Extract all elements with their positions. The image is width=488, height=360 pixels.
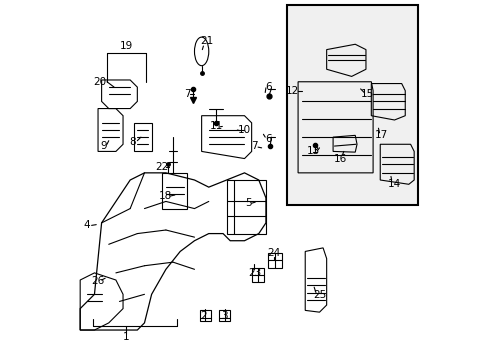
Text: 15: 15 (360, 89, 374, 99)
Text: 14: 14 (387, 179, 400, 189)
Text: 10: 10 (238, 125, 250, 135)
Text: 4: 4 (83, 220, 90, 230)
Text: 18: 18 (158, 191, 171, 201)
Text: 9: 9 (100, 141, 106, 151)
Text: 25: 25 (313, 290, 326, 300)
Text: 13: 13 (306, 146, 320, 156)
Text: 1: 1 (122, 332, 129, 342)
Text: 6: 6 (265, 82, 271, 92)
Text: 23: 23 (247, 268, 261, 278)
Bar (287, 5, 417, 205)
Text: 24: 24 (266, 248, 280, 258)
Text: 7: 7 (251, 141, 257, 151)
Text: 26: 26 (91, 276, 104, 286)
Text: 2: 2 (200, 311, 206, 321)
Text: 20: 20 (93, 77, 106, 87)
Text: 21: 21 (200, 36, 213, 46)
Text: 16: 16 (333, 154, 346, 163)
Text: 6: 6 (265, 134, 271, 144)
Text: 17: 17 (374, 130, 387, 140)
Text: 22: 22 (155, 162, 169, 172)
Text: 19: 19 (120, 41, 133, 51)
Text: 5: 5 (244, 198, 251, 208)
Text: 7: 7 (183, 89, 190, 99)
Text: 8: 8 (129, 138, 135, 148)
Text: 3: 3 (221, 311, 228, 321)
Text: 12: 12 (285, 86, 299, 96)
Text: 11: 11 (209, 121, 223, 131)
